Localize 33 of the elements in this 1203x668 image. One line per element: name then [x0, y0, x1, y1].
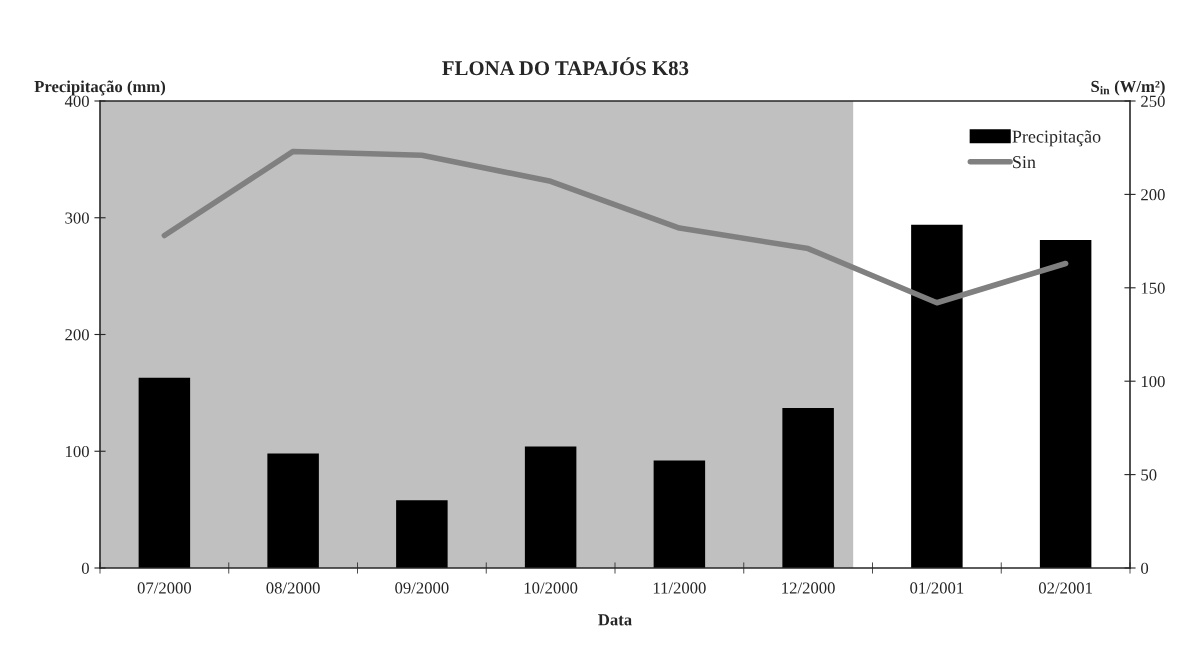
- y-axis-title: Precipitação (mm): [34, 80, 166, 96]
- legend-label: Precipitação: [1012, 130, 1101, 147]
- chart-title: FLONA DO TAPAJÓS K83: [442, 57, 689, 76]
- y2-tick-label: 250: [1141, 95, 1165, 107]
- y-tick-label: 100: [66, 445, 89, 458]
- bar: [138, 377, 191, 568]
- y-tick-label: 200: [65, 329, 89, 341]
- x-axis-title: Data: [598, 614, 632, 626]
- bar: [782, 408, 834, 568]
- bar: [524, 446, 577, 568]
- x-tick-label: 12/2000: [782, 582, 835, 594]
- x-tick-label: 11/2000: [653, 582, 706, 594]
- y-tick-label: 400: [64, 95, 89, 107]
- x-tick-label: 10/2000: [524, 582, 578, 594]
- x-tick-label: 08/2000: [266, 582, 320, 594]
- y2-axis-title: S$_{in}$ (W/m²): [1091, 80, 1165, 96]
- y2-tick-label: 0: [1141, 562, 1149, 574]
- bar: [267, 453, 319, 568]
- x-tick-label: 09/2000: [395, 582, 449, 594]
- bar: [911, 224, 963, 568]
- y-tick-label: 300: [65, 212, 89, 224]
- bar: [396, 500, 448, 568]
- y-tick-label: 0: [81, 562, 89, 574]
- bar: [1039, 239, 1092, 568]
- y2-tick-label: 200: [1141, 189, 1165, 201]
- bar: [653, 460, 706, 568]
- x-tick-label: 02/2001: [1038, 582, 1092, 594]
- y2-tick-label: 150: [1141, 282, 1165, 294]
- legend-label: Sin: [1013, 156, 1036, 169]
- y2-tick-label: 50: [1141, 469, 1157, 481]
- x-tick-label: 07/2000: [137, 582, 192, 594]
- x-tick-label: 01/2001: [910, 582, 964, 594]
- y2-tick-label: 100: [1141, 375, 1165, 388]
